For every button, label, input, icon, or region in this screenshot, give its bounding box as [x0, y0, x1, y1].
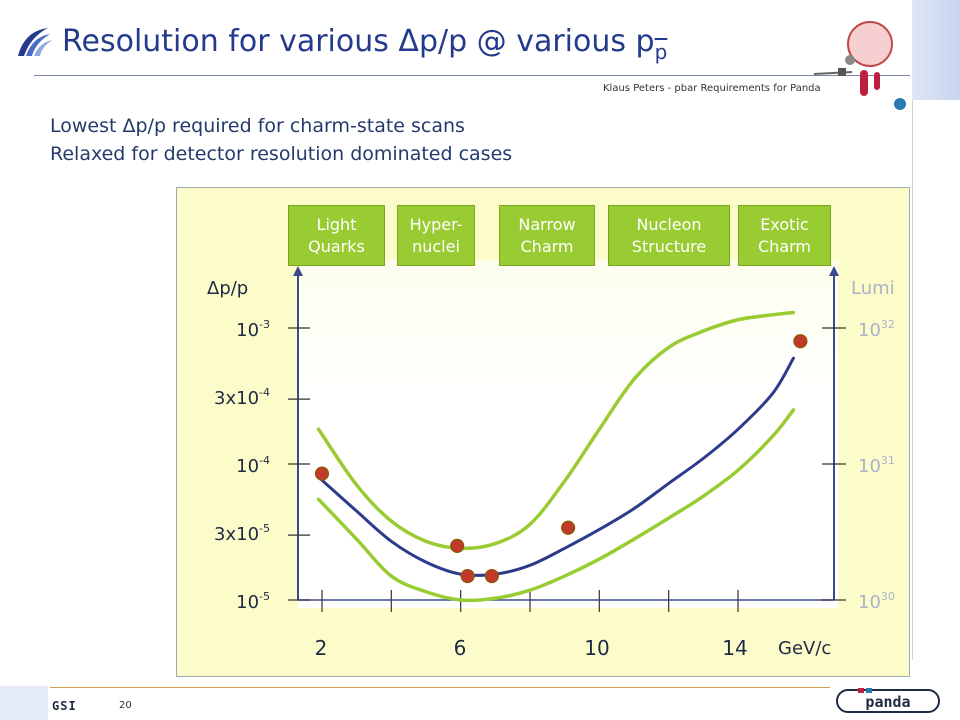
x-tick-label: 14 [722, 636, 748, 660]
right-edge-line [912, 100, 913, 660]
region-hypernuclei: Hyper- nuclei [397, 205, 475, 266]
region-label: Hyper- [409, 214, 463, 234]
region-label: Charm [520, 236, 574, 256]
y-tick-label: 3x10-5 [180, 522, 270, 545]
series-line-resolution [317, 356, 795, 577]
y-tick-label: 3x10-4 [180, 386, 270, 409]
region-label: Exotic [760, 214, 809, 234]
region-nucleon-structure: Nucleon Structure [608, 205, 730, 266]
region-label: Structure [631, 236, 707, 256]
title-rule [34, 75, 910, 76]
slide-title-main: Resolution for various Δp/p @ various p [62, 24, 655, 59]
footer-left-block [0, 686, 48, 720]
panda-logo: panda [836, 688, 940, 713]
region-exotic-charm: Exotic Charm [738, 205, 831, 266]
author-line: Klaus Peters - pbar Requirements for Pan… [603, 83, 821, 94]
y-axis-right-arrow [829, 266, 839, 276]
data-point [450, 538, 465, 553]
y-tick-label: 10-5 [180, 590, 270, 613]
y-tick-exp: -5 [259, 590, 270, 603]
y-tick-exp: -3 [259, 318, 270, 331]
y-axis-right-label: Lumi [851, 278, 895, 299]
x-tick-label: 10 [584, 636, 610, 660]
lumi-tick-base: 10 [858, 592, 881, 613]
series-line-band-upper [316, 310, 796, 551]
y-tick-base: 10 [236, 592, 260, 613]
region-label: Nucleon [636, 214, 702, 234]
lumi-tick-base: 10 [858, 320, 881, 341]
region-label: Light [316, 214, 357, 234]
y-tick-exp: -5 [259, 522, 270, 535]
page-number: 20 [119, 700, 132, 711]
y-tick-label: 10-3 [180, 318, 270, 341]
x-tick-label: 2 [314, 636, 328, 660]
footer-rule [50, 687, 830, 688]
data-point [561, 520, 576, 535]
bullet-list: Lowest Δp/p required for charm-state sca… [50, 112, 512, 168]
y-tick-base: 10 [236, 320, 260, 341]
x-axis-unit: GeV/c [778, 638, 832, 659]
lumi-tick-label: 1030 [858, 590, 895, 613]
data-point [314, 466, 330, 481]
y-axis-left-arrow [293, 266, 303, 276]
bullet-item: Relaxed for detector resolution dominate… [50, 143, 513, 165]
header-accent-band [912, 0, 960, 100]
gsi-logo: GSI [52, 699, 77, 713]
panda-logo-text: panda [865, 693, 910, 711]
region-label: nuclei [412, 236, 460, 256]
region-light-quarks: Light Quarks [288, 205, 385, 266]
data-point [460, 568, 475, 584]
lumi-tick-label: 1031 [858, 454, 895, 477]
y-tick-exp: -4 [259, 454, 270, 467]
region-label: Narrow [518, 214, 576, 234]
x-tick-label: 6 [453, 636, 467, 660]
lumi-tick-base: 10 [858, 456, 881, 477]
slide-title-pbar: p [654, 40, 668, 64]
y-axis-label: Δp/p [207, 278, 249, 299]
y-tick-base: 3x10 [214, 524, 260, 545]
y-tick-label: 10-4 [180, 454, 270, 477]
bullet-item: Lowest Δp/p required for charm-state sca… [50, 115, 465, 137]
wing-logo-icon [18, 28, 52, 56]
slide-title: Resolution for various Δp/p @ various pp [62, 24, 667, 64]
series-line-band-lower [316, 408, 796, 603]
y-tick-base: 10 [236, 456, 260, 477]
panda-mascot-icon [813, 21, 906, 110]
region-label: Quarks [308, 236, 365, 256]
region-narrow-charm: Narrow Charm [499, 205, 595, 266]
y-tick-base: 3x10 [214, 388, 260, 409]
region-label: Charm [758, 236, 811, 256]
data-point [793, 334, 808, 349]
lumi-tick-exp: 30 [880, 590, 895, 603]
lumi-tick-exp: 31 [880, 454, 895, 467]
y-tick-exp: -4 [259, 386, 270, 399]
data-point [484, 568, 499, 584]
lumi-tick-exp: 32 [880, 318, 895, 331]
lumi-tick-label: 1032 [858, 318, 895, 341]
